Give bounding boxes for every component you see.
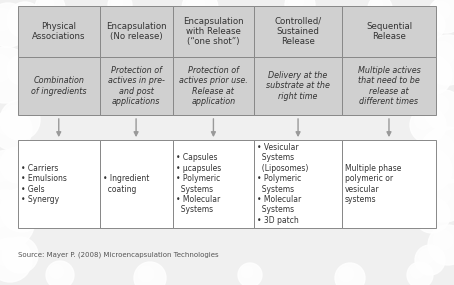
- Circle shape: [419, 201, 436, 219]
- Circle shape: [0, 156, 14, 181]
- Circle shape: [289, 0, 304, 9]
- Circle shape: [111, 0, 123, 8]
- Circle shape: [423, 178, 454, 222]
- Bar: [173, 57, 254, 115]
- Circle shape: [187, 0, 204, 13]
- Circle shape: [35, 0, 65, 23]
- Circle shape: [0, 115, 17, 135]
- Circle shape: [0, 147, 36, 183]
- Text: Protection of
actives prior use.
Release at
application: Protection of actives prior use. Release…: [179, 66, 248, 106]
- Circle shape: [108, 0, 132, 17]
- Circle shape: [417, 60, 437, 80]
- Bar: [173, 140, 254, 228]
- Text: Sequential
Release: Sequential Release: [366, 22, 412, 41]
- Circle shape: [0, 188, 44, 232]
- Circle shape: [415, 10, 445, 40]
- Circle shape: [428, 225, 454, 265]
- Circle shape: [0, 243, 15, 266]
- Text: • Ingredient
  coating: • Ingredient coating: [103, 174, 149, 194]
- Circle shape: [2, 237, 38, 273]
- Circle shape: [5, 194, 28, 215]
- Text: Encapsulation
(No release): Encapsulation (No release): [106, 22, 167, 41]
- Bar: [254, 140, 342, 228]
- Circle shape: [412, 55, 452, 95]
- Circle shape: [0, 150, 33, 200]
- Circle shape: [371, 0, 383, 11]
- Circle shape: [410, 265, 423, 278]
- Bar: [173, 6, 254, 57]
- Circle shape: [433, 230, 453, 250]
- Text: Source: Mayer P. (2008) Microencapsulation Technologies: Source: Mayer P. (2008) Microencapsulati…: [18, 252, 219, 258]
- Circle shape: [11, 59, 26, 74]
- Text: Controlled/
Sustained
Release: Controlled/ Sustained Release: [275, 17, 321, 46]
- Circle shape: [138, 266, 154, 282]
- Text: Physical
Associations: Physical Associations: [32, 22, 85, 41]
- Text: • Carriers
• Emulsions
• Gels
• Synergy: • Carriers • Emulsions • Gels • Synergy: [21, 164, 67, 204]
- Circle shape: [423, 35, 454, 85]
- Text: Protection of
actives in pre-
and post
applications: Protection of actives in pre- and post a…: [108, 66, 164, 106]
- Circle shape: [182, 0, 218, 26]
- Circle shape: [5, 152, 23, 170]
- Circle shape: [0, 100, 40, 140]
- Circle shape: [238, 263, 262, 285]
- Bar: [342, 140, 436, 228]
- Circle shape: [419, 127, 454, 183]
- Circle shape: [410, 107, 446, 143]
- Circle shape: [7, 55, 37, 85]
- Bar: [342, 57, 436, 115]
- Text: Encapsulation
with Release
(“one shot”): Encapsulation with Release (“one shot”): [183, 17, 244, 46]
- Bar: [18, 6, 99, 57]
- Circle shape: [46, 261, 74, 285]
- Bar: [99, 140, 173, 228]
- Circle shape: [368, 0, 392, 20]
- Circle shape: [5, 105, 25, 125]
- Text: • Capsules
• μcapsules
• Polymeric
  Systems
• Molecular
  Systems: • Capsules • μcapsules • Polymeric Syste…: [176, 154, 221, 215]
- Circle shape: [241, 266, 253, 278]
- Bar: [254, 6, 342, 57]
- Circle shape: [0, 110, 32, 150]
- Bar: [99, 6, 173, 57]
- Text: • Vesicular
  Systems
  (Liposomes)
• Polymeric
  Systems
• Molecular
  Systems
: • Vesicular Systems (Liposomes) • Polyme…: [257, 143, 309, 225]
- Bar: [18, 140, 99, 228]
- Text: Multiple actives
that need to be
release at
different times: Multiple actives that need to be release…: [358, 66, 420, 106]
- Circle shape: [414, 154, 435, 176]
- Circle shape: [415, 245, 445, 275]
- Circle shape: [408, 148, 452, 192]
- Circle shape: [433, 1, 450, 19]
- Circle shape: [429, 95, 449, 115]
- Circle shape: [419, 249, 434, 264]
- Circle shape: [0, 190, 35, 250]
- Circle shape: [39, 0, 54, 12]
- Text: Combination
of ingredients: Combination of ingredients: [31, 76, 87, 96]
- Text: Delivery at the
substrate at the
right time: Delivery at the substrate at the right t…: [266, 71, 330, 101]
- Circle shape: [6, 241, 25, 260]
- Circle shape: [428, 0, 454, 33]
- Circle shape: [415, 111, 433, 129]
- Circle shape: [0, 54, 12, 82]
- Bar: [254, 57, 342, 115]
- Circle shape: [407, 262, 433, 285]
- Text: Multiple phase
polymeric or
vesicular
systems: Multiple phase polymeric or vesicular sy…: [345, 164, 401, 204]
- Circle shape: [0, 198, 13, 227]
- Circle shape: [424, 90, 454, 130]
- Circle shape: [49, 264, 64, 278]
- Circle shape: [11, 7, 30, 25]
- Circle shape: [0, 3, 30, 47]
- Circle shape: [335, 263, 365, 285]
- Circle shape: [429, 184, 450, 205]
- Bar: [99, 57, 173, 115]
- Circle shape: [429, 41, 454, 66]
- Circle shape: [0, 238, 32, 282]
- Circle shape: [0, 9, 14, 30]
- Circle shape: [414, 197, 450, 233]
- Circle shape: [285, 0, 315, 20]
- Circle shape: [426, 134, 454, 162]
- Bar: [342, 6, 436, 57]
- Circle shape: [0, 47, 33, 103]
- Circle shape: [134, 262, 166, 285]
- Bar: [18, 57, 99, 115]
- Circle shape: [339, 267, 354, 282]
- Circle shape: [7, 2, 43, 38]
- Circle shape: [419, 14, 434, 29]
